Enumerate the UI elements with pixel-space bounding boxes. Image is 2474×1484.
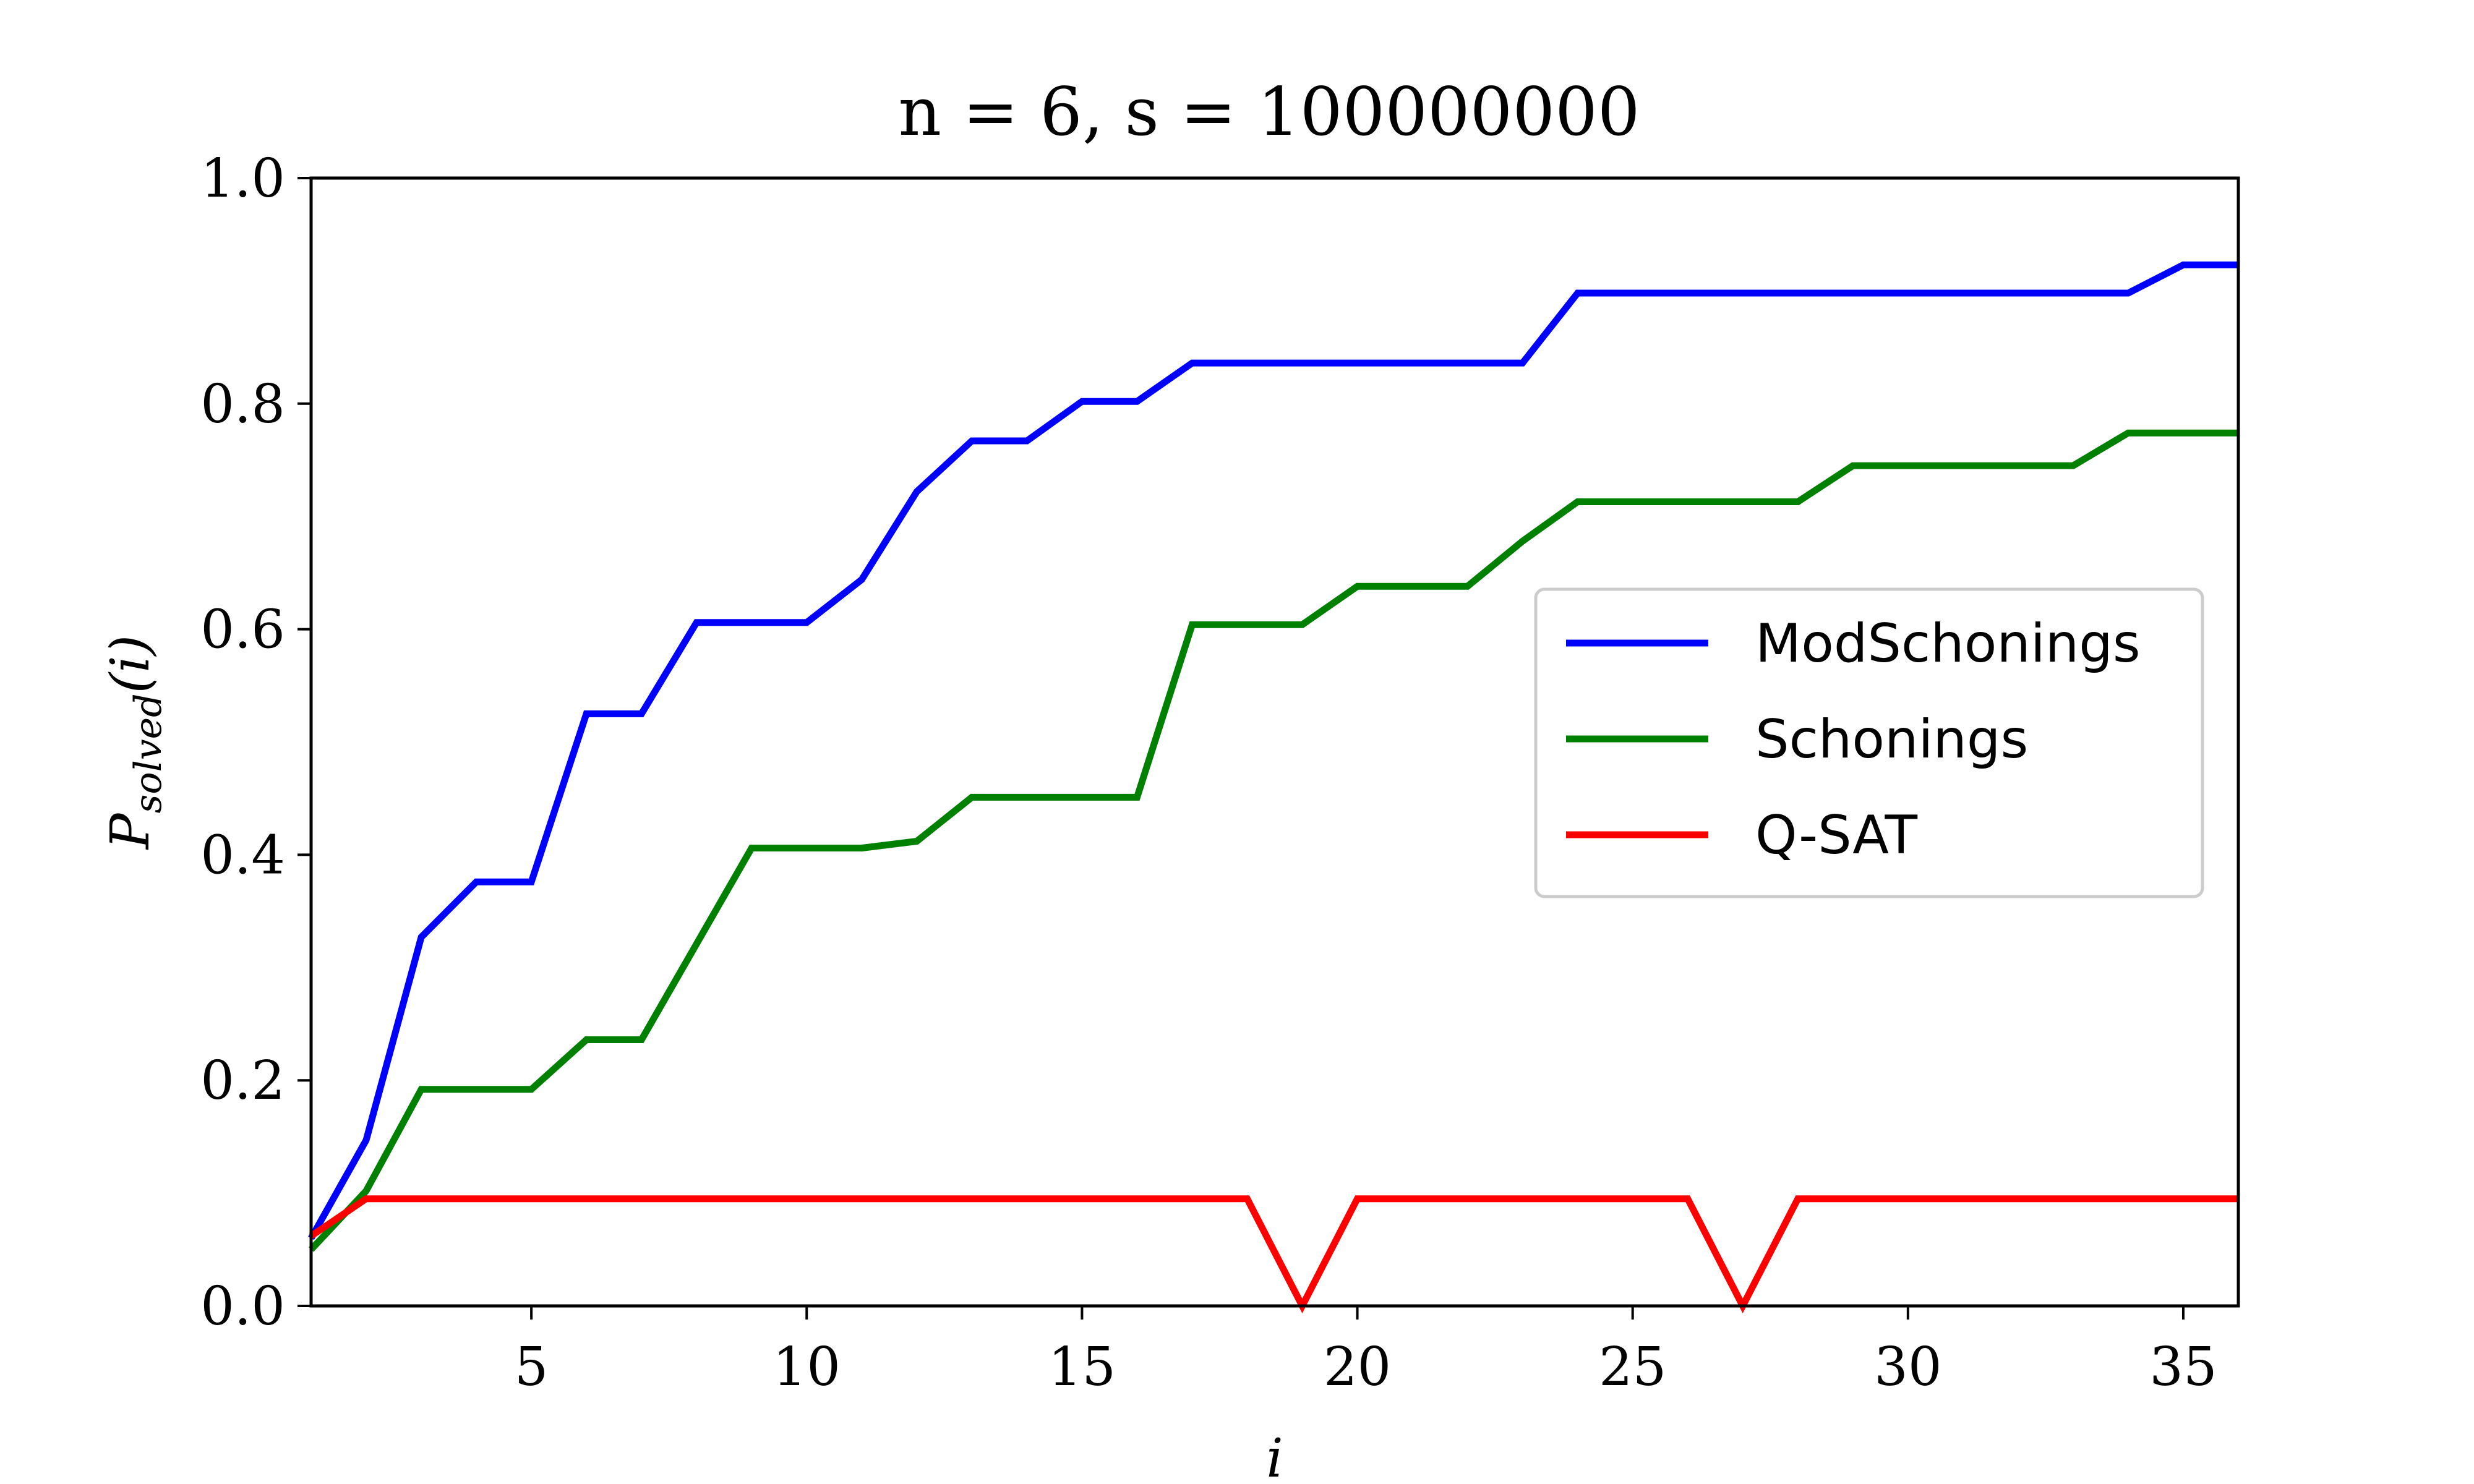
legend-label: Schonings bbox=[1755, 709, 2028, 770]
y-axis-label-sub: solved bbox=[127, 693, 170, 813]
y-tick-label: 1.0 bbox=[200, 148, 285, 210]
chart-title: n = 6, s = 100000000 bbox=[898, 74, 1640, 151]
y-axis-label-main: P bbox=[100, 812, 161, 850]
x-tick-label: 15 bbox=[1048, 1336, 1116, 1398]
x-tick-label: 35 bbox=[2149, 1336, 2217, 1398]
x-axis: 5 10 15 20 25 30 35 bbox=[515, 1306, 2217, 1398]
y-axis-label: Psolved(i) bbox=[100, 635, 170, 850]
y-axis: 0.0 0.2 0.4 0.6 0.8 1.0 bbox=[200, 148, 311, 1337]
x-tick-label: 25 bbox=[1599, 1336, 1666, 1398]
legend-items: ModSchonings Schonings Q-SAT bbox=[1566, 613, 2141, 866]
x-tick-label: 10 bbox=[773, 1336, 841, 1398]
x-tick-label: 5 bbox=[515, 1336, 549, 1398]
series-line-q-sat bbox=[309, 1195, 2238, 1314]
y-tick-label: 0.6 bbox=[200, 599, 285, 661]
x-axis-label: i bbox=[1266, 1428, 1283, 1484]
plot-frame bbox=[309, 176, 2240, 1308]
legend: ModSchonings Schonings Q-SAT bbox=[1534, 587, 2204, 898]
y-axis-label-arg: (i) bbox=[100, 635, 161, 694]
y-tick-label: 0.0 bbox=[200, 1276, 285, 1337]
series-layer bbox=[308, 261, 2238, 1314]
series-line-schonings bbox=[308, 429, 2238, 1252]
legend-label: ModSchonings bbox=[1755, 613, 2141, 675]
y-tick-label: 0.4 bbox=[200, 824, 285, 886]
series-line-modschonings bbox=[308, 261, 2238, 1240]
y-tick-label: 0.2 bbox=[200, 1050, 285, 1112]
x-tick-label: 30 bbox=[1874, 1336, 1941, 1398]
plot-area bbox=[308, 176, 2240, 1314]
x-tick-label: 20 bbox=[1324, 1336, 1391, 1398]
legend-box bbox=[1534, 587, 2204, 898]
legend-label: Q-SAT bbox=[1755, 804, 1917, 866]
y-tick-label: 0.8 bbox=[200, 373, 285, 435]
